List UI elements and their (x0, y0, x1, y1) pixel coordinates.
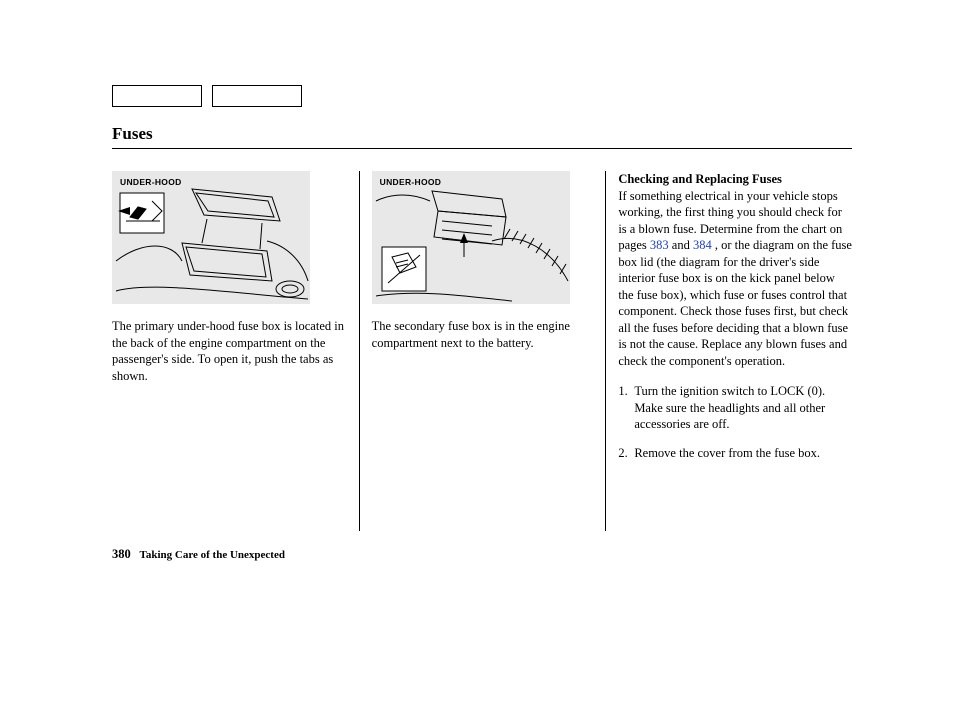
fuse-box-secondary-illustration (372, 171, 570, 304)
step-2-text: Remove the cover from the fuse box. (634, 445, 852, 462)
header-box-2 (212, 85, 302, 107)
step-1-number: 1. (618, 383, 634, 433)
col3-body: Checking and Replacing Fuses If somethin… (618, 171, 852, 369)
step-1-text: Turn the ignition switch to LOCK (0). Ma… (634, 383, 852, 433)
header-placeholder-boxes (112, 85, 852, 112)
step-1: 1. Turn the ignition switch to LOCK (0).… (618, 383, 852, 433)
column-2: UNDER-HOOD (359, 171, 606, 531)
figure-secondary-fuse-box: UNDER-HOOD (372, 171, 570, 304)
page-link-384[interactable]: 384 (693, 238, 712, 252)
col2-caption: The secondary fuse box is in the engine … (372, 318, 594, 351)
col1-caption: The primary under-hood fuse box is locat… (112, 318, 347, 384)
page-number: 380 (112, 547, 131, 561)
col3-mid: and (672, 238, 693, 252)
step-2: 2. Remove the cover from the fuse box. (618, 445, 852, 462)
column-3: Checking and Replacing Fuses If somethin… (605, 171, 852, 531)
column-1: UNDER-HOOD (112, 171, 359, 531)
page-title: Fuses (112, 124, 852, 149)
fuse-box-primary-illustration (112, 171, 310, 304)
header-box-1 (112, 85, 202, 107)
page-footer: 380 Taking Care of the Unexpected (112, 547, 285, 562)
step-2-number: 2. (618, 445, 634, 462)
section-name: Taking Care of the Unexpected (140, 549, 285, 561)
page-link-383[interactable]: 383 (650, 238, 669, 252)
col3-text-b: , or the diagram on the fuse box lid (th… (618, 238, 852, 368)
col3-heading: Checking and Replacing Fuses (618, 172, 782, 186)
figure-primary-fuse-box: UNDER-HOOD (112, 171, 310, 304)
